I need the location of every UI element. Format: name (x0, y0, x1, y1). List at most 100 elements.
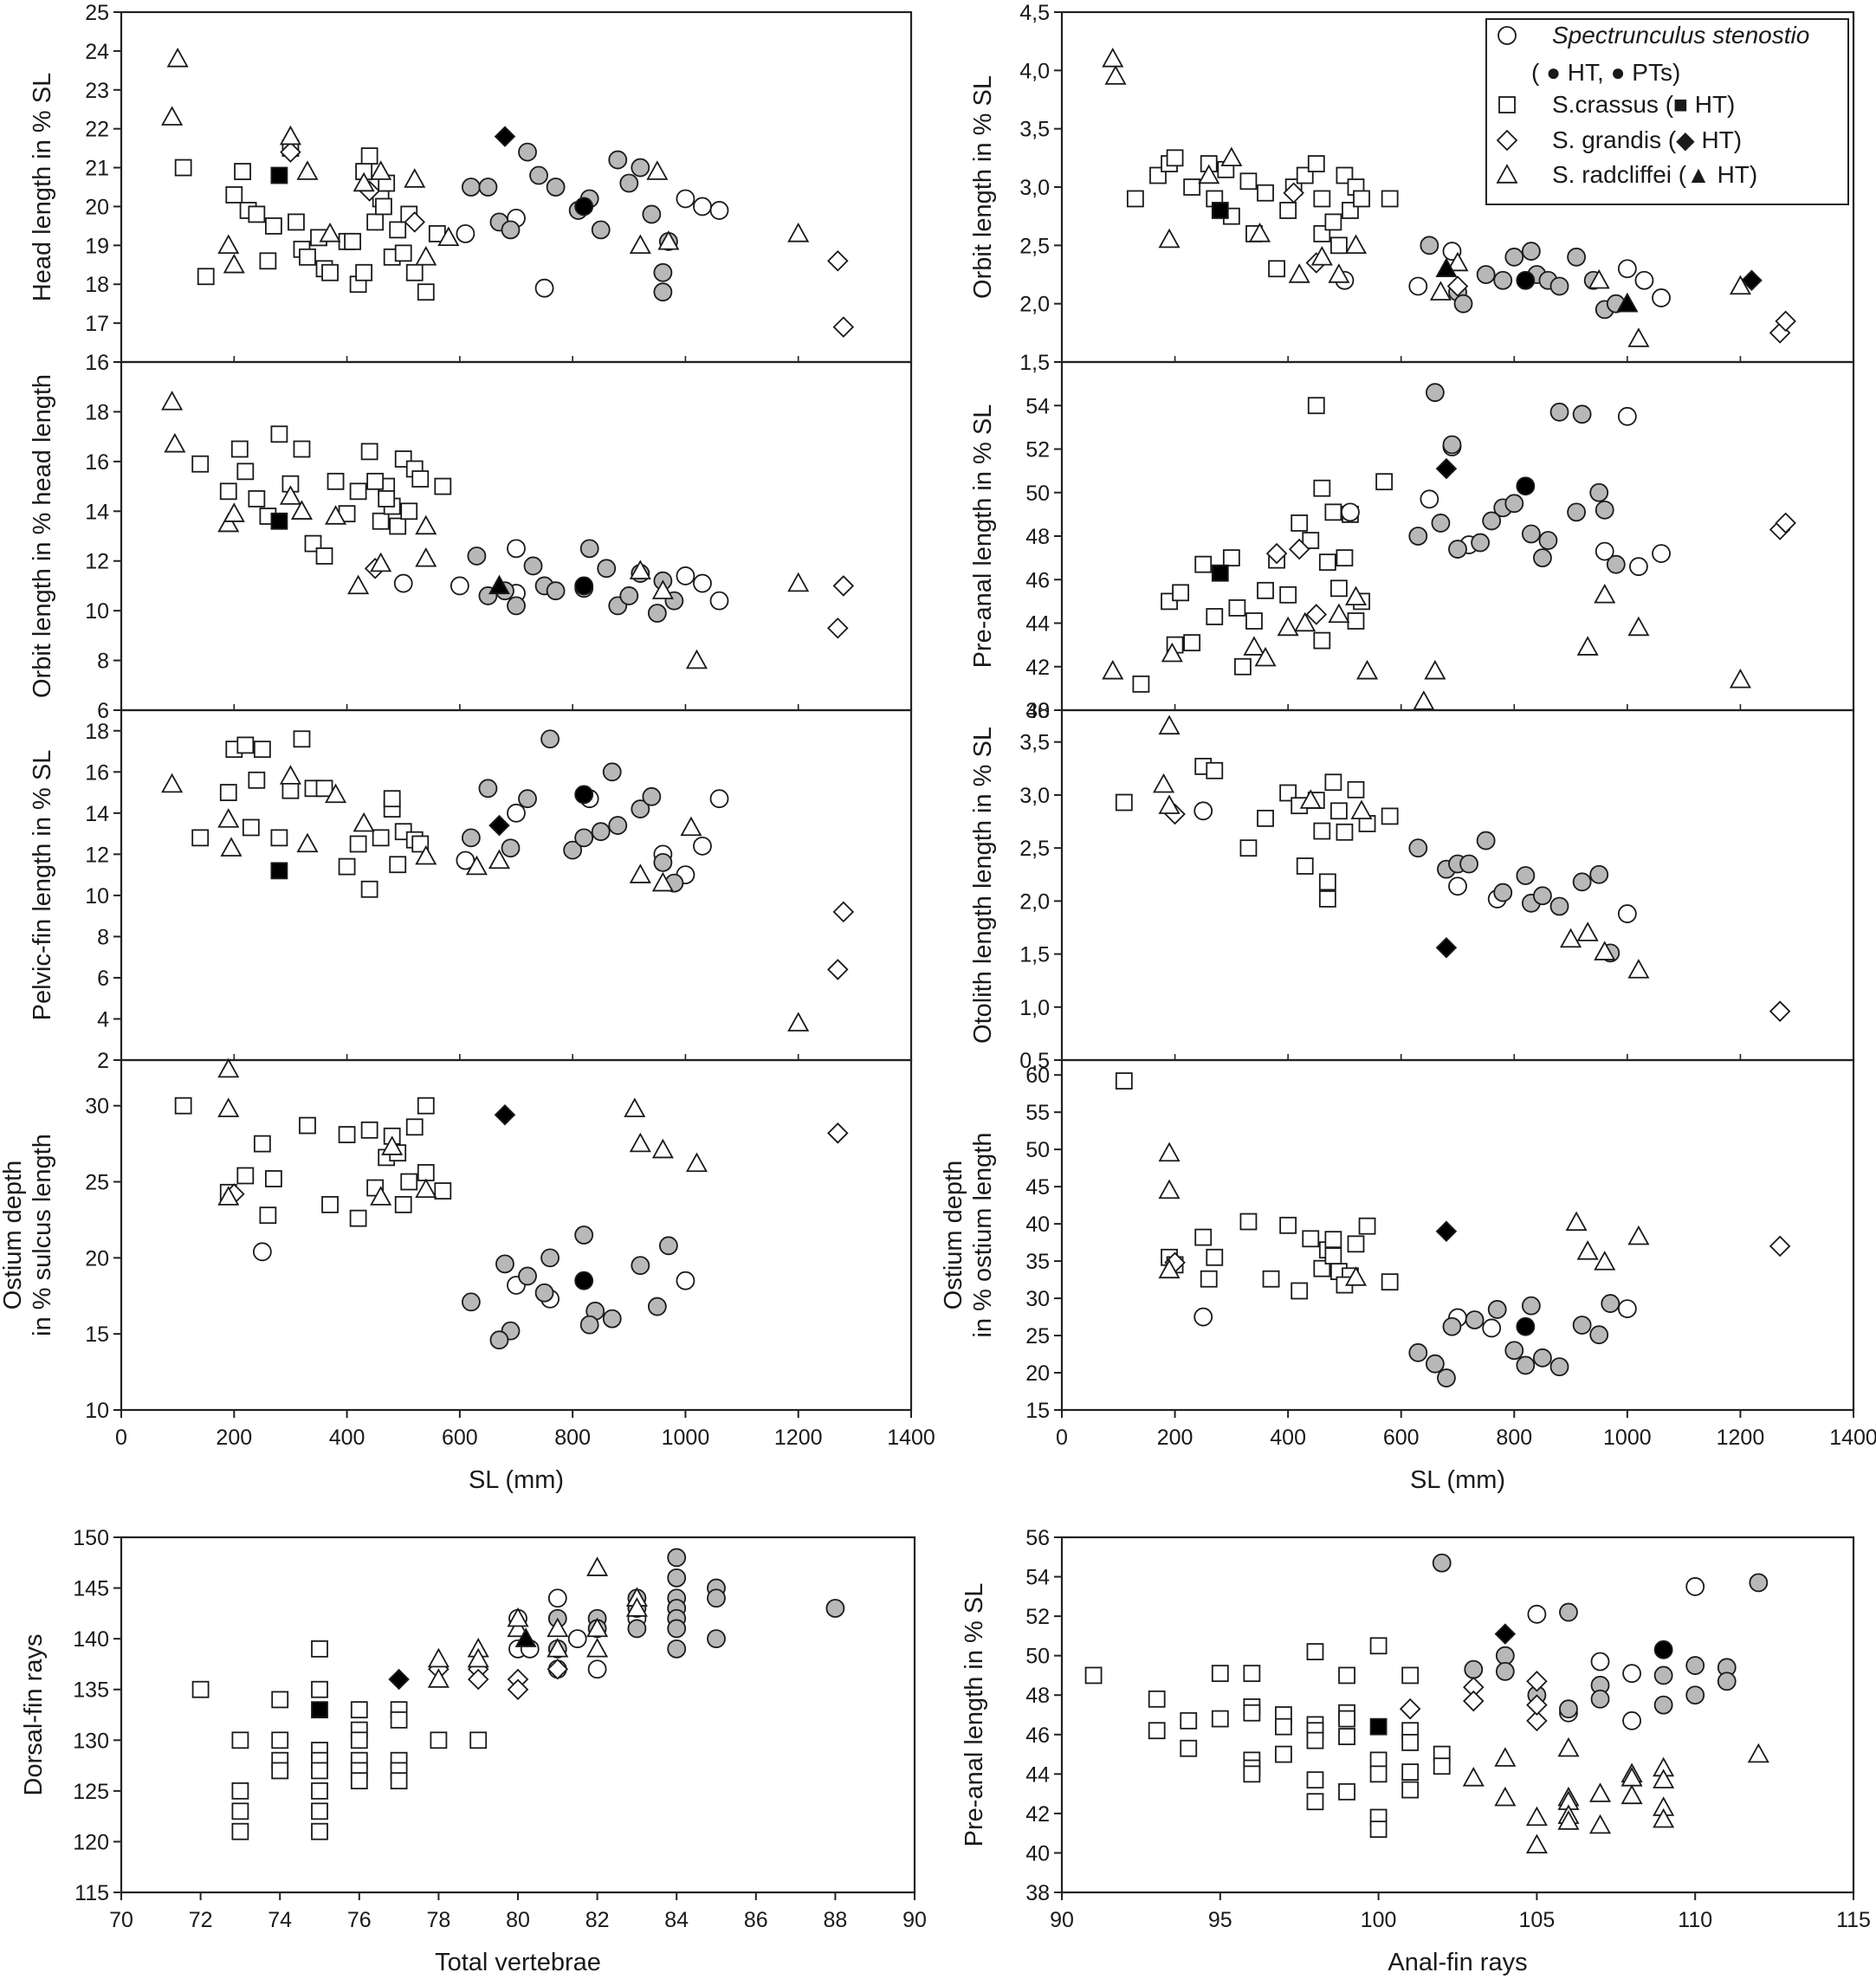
data-point-triangle-open (279, 125, 301, 146)
data-point-square-open (375, 197, 392, 216)
y-tick-label: 52 (1025, 1605, 1050, 1629)
data-point-square-open (400, 502, 418, 521)
x-tick-label: 0 (1056, 1426, 1068, 1450)
y-tick-label: 15 (85, 1323, 109, 1347)
data-point-diamond-open (1265, 542, 1288, 565)
y-axis-label: Pelvic-fin length in % SL (29, 750, 56, 1021)
data-point-square-open (1338, 1782, 1355, 1801)
data-point-circle-open (709, 591, 729, 611)
data-point-square-open (1330, 579, 1348, 598)
data-point-square-open (1318, 553, 1336, 572)
x-tick-label: 1400 (1829, 1426, 1876, 1450)
data-point-triangle-open (325, 505, 347, 525)
data-point-square-open (389, 221, 407, 239)
y-tick-label: 44 (1025, 1762, 1050, 1787)
data-point-square-open (1313, 631, 1331, 650)
data-point-square-open (411, 835, 430, 853)
data-point-square-open (389, 517, 407, 535)
y-tick-label: 10 (85, 599, 109, 624)
data-point-circle-open (1617, 259, 1637, 279)
data-point-square-open (236, 736, 255, 754)
data-point-triangle-open (1627, 1225, 1650, 1245)
data-point-square-open (236, 462, 255, 481)
data-point-circle-gray (1464, 1659, 1484, 1679)
y-tick-label: 50 (1025, 482, 1050, 506)
data-point-square-black (1211, 564, 1229, 582)
data-point-triangle-open (1198, 164, 1220, 184)
data-point-square-open (1222, 549, 1240, 567)
data-point-circle-gray (1521, 242, 1541, 261)
data-point-triangle-open (1594, 1251, 1616, 1271)
data-point-square-open (1243, 1665, 1261, 1683)
data-point-square-open (231, 1822, 249, 1840)
panel-i: 115 120 125 130 135 140 145 150 70 72 74 76 78 80 82 84… (20, 1526, 927, 1976)
data-point-square-open (1194, 555, 1213, 573)
data-point-triangle-open (161, 106, 184, 126)
data-point-square-open (191, 829, 210, 847)
data-point-triangle-open (1356, 659, 1379, 680)
data-point-square-open (366, 472, 385, 490)
data-point-square-open (1302, 532, 1320, 549)
data-point-square-open (1381, 190, 1399, 208)
data-point-triangle-open (1525, 1806, 1548, 1827)
data-point-circle-open (1622, 1664, 1641, 1684)
data-point-triangle-open (347, 574, 370, 595)
data-point-triangle-open (1494, 1747, 1517, 1767)
data-point-circle-gray (579, 1315, 599, 1335)
legend-symbol-diamond-open (1496, 129, 1518, 152)
data-point-circle-open (1652, 288, 1671, 307)
data-point-circle-gray (1538, 531, 1558, 550)
y-axis-label: Orbit length in % SL (969, 75, 997, 299)
y-tick-label: 50 (1025, 1138, 1050, 1162)
data-point-circle-gray (1572, 872, 1592, 892)
data-point-circle-gray (1437, 1368, 1456, 1387)
data-point-triangle-open (651, 1138, 674, 1159)
data-point-diamond-open (832, 575, 855, 597)
data-point-triangle-open (1158, 715, 1181, 735)
data-point-diamond-open (1769, 1235, 1791, 1258)
data-point-square-open (1084, 1666, 1103, 1685)
data-point-circle-gray (501, 838, 521, 858)
data-point-square-open (311, 1639, 328, 1658)
data-point-square-open (1306, 1793, 1324, 1811)
data-point-circle-open (587, 1659, 607, 1679)
data-point-square-open (288, 213, 305, 231)
data-point-square-open (327, 472, 345, 490)
data-point-square-open (338, 1126, 356, 1143)
data-point-circle-gray (461, 828, 481, 848)
data-point-triangle-open (1653, 1769, 1675, 1788)
data-point-triangle-open (1243, 636, 1265, 656)
data-point-square-open (264, 1170, 282, 1187)
data-point-triangle-open (467, 1647, 489, 1668)
data-point-diamond-black (494, 126, 516, 147)
data-point-square-open (311, 1822, 328, 1840)
data-point-triangle-open (1294, 611, 1316, 632)
data-point-circle-gray (461, 178, 481, 197)
data-point-triangle-open (685, 1152, 708, 1173)
data-point-triangle-open (161, 391, 184, 411)
data-point-square-open (1324, 773, 1342, 792)
data-point-square-open (1306, 1771, 1324, 1789)
data-point-square-open (1275, 1745, 1292, 1763)
data-point-square-open (321, 263, 339, 281)
x-tick-label: 105 (1519, 1908, 1556, 1932)
data-point-square-open (191, 455, 210, 473)
data-point-triangle-open (1560, 928, 1582, 948)
data-point-triangle-open (507, 1617, 529, 1638)
y-tick-label: 6 (97, 699, 109, 723)
data-point-circle-gray (1589, 1325, 1609, 1345)
data-point-square-open (1239, 1213, 1258, 1231)
data-point-square-open (360, 443, 378, 461)
data-point-square-open (1347, 612, 1365, 630)
data-point-square-open (1279, 202, 1297, 219)
data-point-circle-open (676, 566, 695, 585)
data-point-square-open (315, 547, 333, 565)
data-point-square-open (293, 440, 311, 458)
y-tick-label: 2,5 (1019, 837, 1050, 861)
y-tick-label: 52 (1025, 438, 1050, 462)
data-point-circle-gray (642, 204, 662, 224)
data-point-circle-gray (1476, 831, 1496, 850)
data-point-circle-gray (647, 604, 667, 623)
data-point-square-open (270, 829, 288, 847)
data-point-square-open (1279, 784, 1297, 802)
